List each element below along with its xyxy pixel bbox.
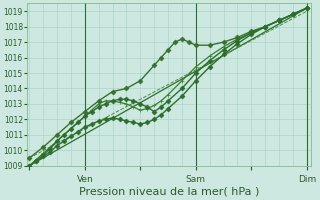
X-axis label: Pression niveau de la mer( hPa ): Pression niveau de la mer( hPa ): [79, 187, 260, 197]
